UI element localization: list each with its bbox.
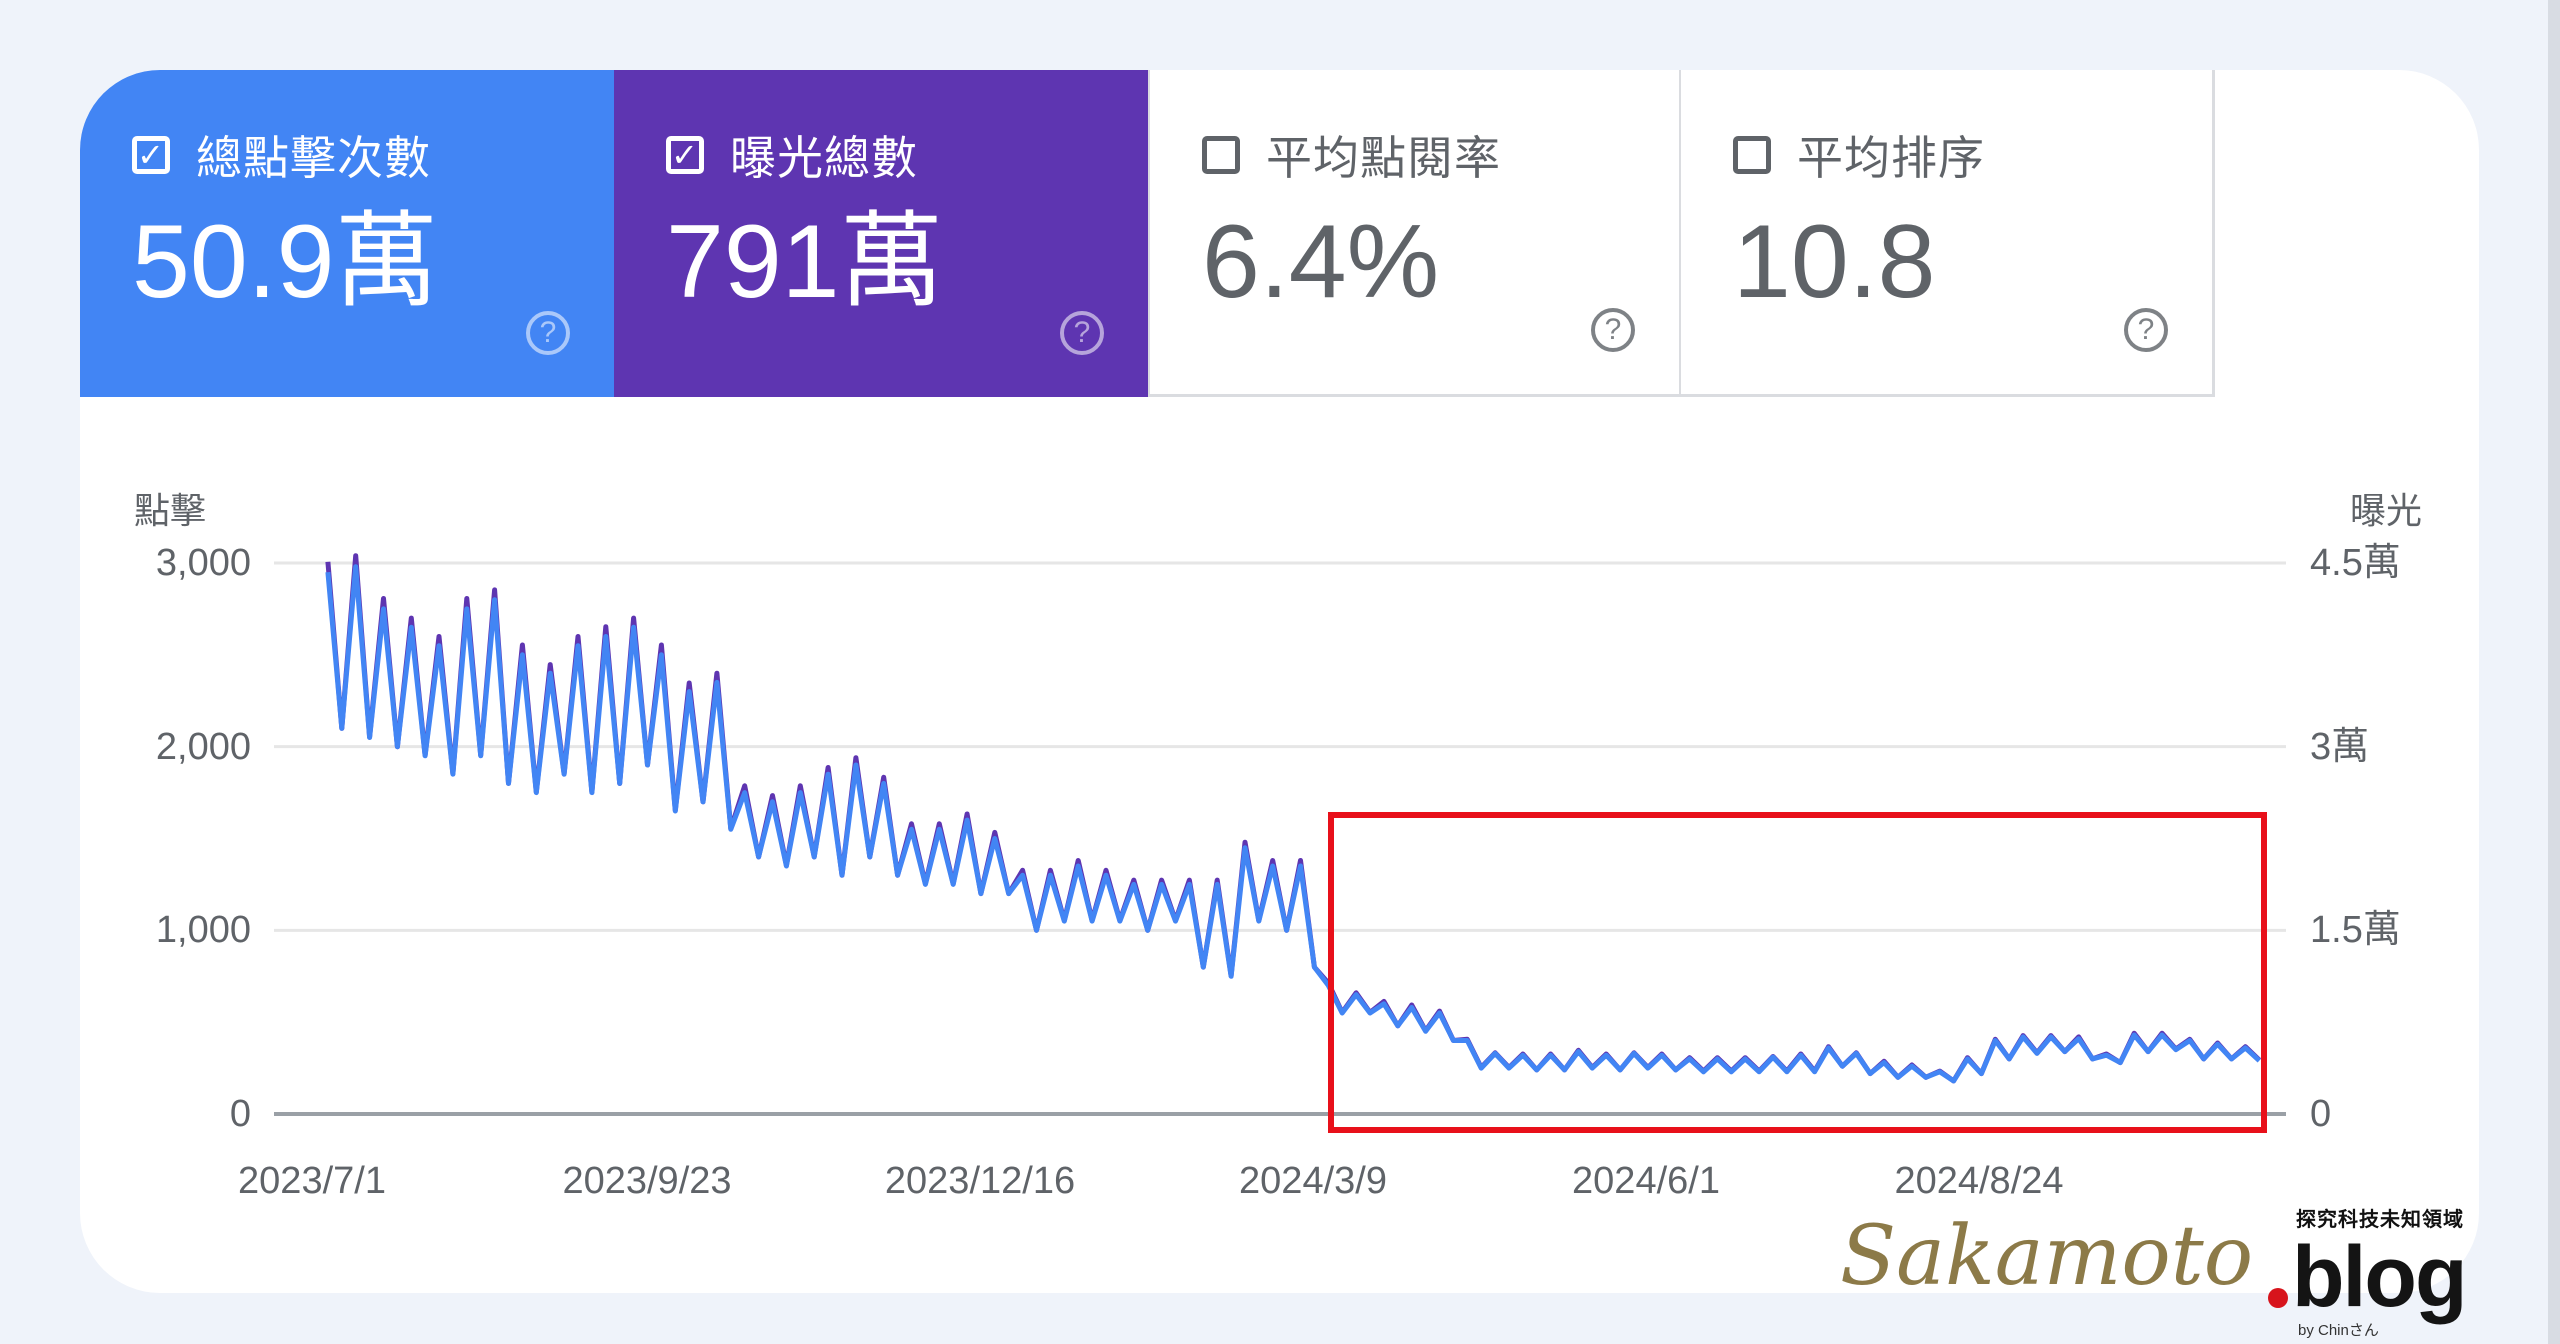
metric-tile-impressions[interactable]: ✓ 曝光總數 791萬 ? xyxy=(614,70,1148,397)
metric-label: 平均點閱率 xyxy=(1202,122,1501,188)
checkbox-unchecked-icon[interactable] xyxy=(1202,136,1240,174)
metric-name: 平均排序 xyxy=(1797,132,1985,184)
left-axis-title: 點擊 xyxy=(134,490,207,531)
right-tick-label: 0 xyxy=(2310,1093,2332,1135)
clicks-line xyxy=(325,564,2261,1084)
checkbox-checked-icon[interactable]: ✓ xyxy=(132,136,170,174)
watermark-dot xyxy=(2268,1288,2288,1308)
x-tick-label: 2024/6/1 xyxy=(1572,1160,1720,1202)
highlight-box xyxy=(1328,812,2267,1133)
performance-card: ✓ 總點擊次數 50.9萬 ? ✓ 曝光總數 791萬 ? 平均點閱率 6.4% ?… xyxy=(80,70,2479,1293)
metric-tile-position[interactable]: 平均排序 10.8 ? xyxy=(1681,70,2215,397)
x-tick-label: 2024/3/9 xyxy=(1239,1160,1387,1202)
watermark-byline: by Chinさん xyxy=(2298,1322,2379,1339)
metric-tile-ctr[interactable]: 平均點閱率 6.4% ? xyxy=(1148,70,1682,397)
metric-label: ✓ 曝光總數 xyxy=(666,122,918,188)
watermark-tld: blog xyxy=(2292,1229,2467,1325)
help-icon[interactable]: ? xyxy=(1060,311,1104,355)
metric-tile-clicks[interactable]: ✓ 總點擊次數 50.9萬 ? xyxy=(80,70,614,397)
metric-value: 791萬 xyxy=(666,204,944,320)
x-tick-label: 2023/12/16 xyxy=(884,1160,1076,1202)
metric-label: 平均排序 xyxy=(1733,122,1985,188)
window-edge xyxy=(2548,0,2560,1344)
help-icon[interactable]: ? xyxy=(2124,308,2168,352)
right-axis-title: 曝光 xyxy=(2350,490,2423,531)
checkbox-unchecked-icon[interactable] xyxy=(1733,136,1771,174)
right-tick-label: 3萬 xyxy=(2310,725,2370,768)
x-tick-label: 2024/8/24 xyxy=(1894,1160,2064,1202)
metric-value: 50.9萬 xyxy=(132,204,439,320)
metric-value: 6.4% xyxy=(1202,204,1440,320)
left-tick-label: 3,000 xyxy=(155,542,251,584)
help-icon[interactable]: ? xyxy=(1591,308,1635,352)
right-tick-label: 4.5萬 xyxy=(2310,542,2401,584)
x-tick-label: 2023/7/1 xyxy=(238,1160,386,1202)
metric-name: 平均點閱率 xyxy=(1266,132,1501,184)
metric-value: 10.8 xyxy=(1733,204,1936,320)
metric-name: 總點擊次數 xyxy=(196,132,431,184)
watermark-brand: Sakamoto xyxy=(1840,1209,2254,1304)
left-tick-label: 2,000 xyxy=(155,725,251,768)
right-tick-label: 1.5萬 xyxy=(2310,909,2401,952)
checkbox-checked-icon[interactable]: ✓ xyxy=(666,136,704,174)
left-tick-label: 0 xyxy=(229,1093,251,1135)
metric-name: 曝光總數 xyxy=(730,132,918,184)
left-tick-label: 1,000 xyxy=(155,909,251,952)
help-icon[interactable]: ? xyxy=(526,311,570,355)
watermark-tagline: 探究科技未知領域 xyxy=(2296,1209,2464,1231)
metric-label: ✓ 總點擊次數 xyxy=(132,122,431,188)
x-tick-label: 2023/9/23 xyxy=(562,1160,732,1202)
